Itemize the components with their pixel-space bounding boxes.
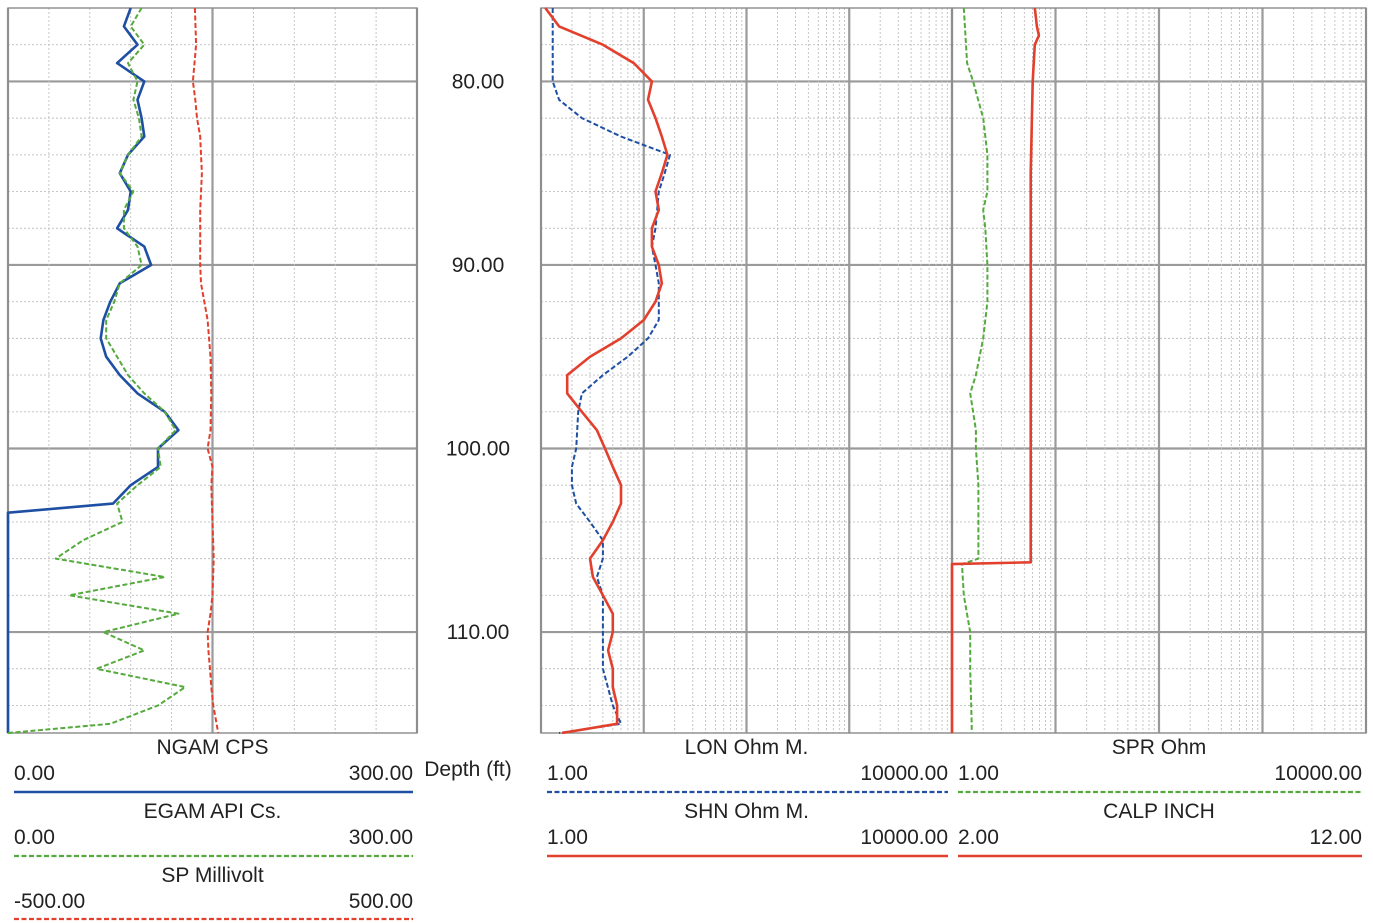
label-layer: 80.00 90.00 100.00 110.00 NGAM CPS 0.00 300.00… bbox=[14, 70, 1362, 921]
calp-legend-title: CALP INCH bbox=[1103, 800, 1215, 823]
sp-legend: SP Millivolt -500.00 500.00 bbox=[14, 864, 413, 921]
shn-curve bbox=[544, 7, 669, 735]
grid-track-3 bbox=[950, 7, 1368, 734]
ngam-scale-max: 300.00 bbox=[349, 762, 413, 785]
spr-legend-title: SPR Ohm bbox=[1112, 736, 1207, 759]
egam-legend-title: EGAM API Cs. bbox=[144, 800, 282, 823]
lon-legend-title: LON Ohm M. bbox=[685, 736, 809, 759]
shn-legend: SHN Ohm M. 1.00 10000.00 bbox=[547, 800, 948, 858]
lon-legend: LON Ohm M. 1.00 10000.00 bbox=[547, 736, 948, 794]
shn-legend-title: SHN Ohm M. bbox=[684, 800, 809, 823]
calp-legend: CALP INCH 2.00 12.00 bbox=[958, 800, 1362, 858]
ngam-curve bbox=[6, 7, 180, 733]
depth-tick-label: 110.00 bbox=[447, 621, 510, 644]
egam-scale-min: 0.00 bbox=[14, 826, 55, 849]
egam-legend: EGAM API Cs. 0.00 300.00 bbox=[14, 800, 413, 858]
depth-tick-label: 100.00 bbox=[446, 438, 510, 461]
shn-scale-min: 1.00 bbox=[547, 826, 588, 849]
ngam-legend: NGAM CPS 0.00 300.00 bbox=[14, 736, 413, 794]
depth-axis-label: Depth (ft) bbox=[424, 758, 512, 781]
grid-layer bbox=[6, 7, 1368, 734]
sp-legend-title: SP Millivolt bbox=[161, 864, 263, 887]
lon-curve bbox=[551, 8, 671, 734]
egam-scale-max: 300.00 bbox=[349, 826, 413, 849]
calp-curve bbox=[950, 7, 1041, 733]
shn-scale-max: 10000.00 bbox=[860, 826, 948, 849]
calp-scale-min: 2.00 bbox=[958, 826, 999, 849]
egam-curve bbox=[7, 7, 187, 734]
curve-layer bbox=[6, 7, 1041, 735]
grid-track-1 bbox=[6, 7, 419, 734]
spr-curve bbox=[961, 7, 989, 733]
spr-legend: SPR Ohm 1.00 10000.00 bbox=[958, 736, 1362, 794]
calp-scale-max: 12.00 bbox=[1309, 826, 1362, 849]
depth-tick-label: 80.00 bbox=[452, 70, 505, 93]
lon-scale-min: 1.00 bbox=[547, 762, 588, 785]
depth-tick-label: 90.00 bbox=[452, 254, 505, 277]
sp-scale-max: 500.00 bbox=[349, 890, 413, 913]
ngam-scale-min: 0.00 bbox=[14, 762, 55, 785]
sp-curve bbox=[191, 7, 220, 734]
ngam-legend-title: NGAM CPS bbox=[156, 736, 268, 759]
spr-scale-min: 1.00 bbox=[958, 762, 999, 785]
spr-scale-max: 10000.00 bbox=[1274, 762, 1362, 785]
sp-scale-min: -500.00 bbox=[14, 890, 85, 913]
lon-scale-max: 10000.00 bbox=[860, 762, 948, 785]
